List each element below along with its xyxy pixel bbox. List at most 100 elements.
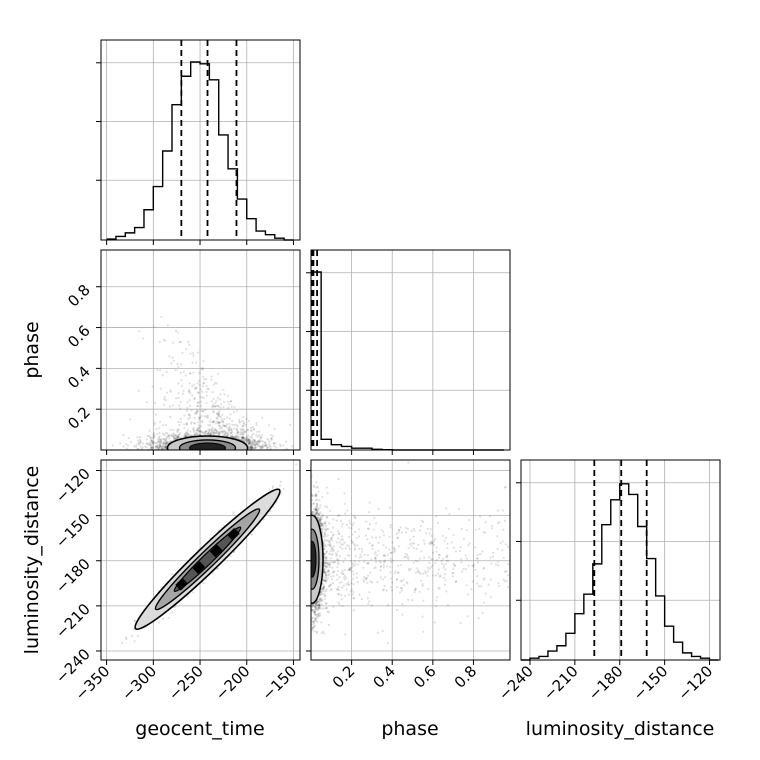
scatter-point <box>151 441 154 445</box>
scatter-point <box>217 405 220 408</box>
scatter-point <box>171 341 175 344</box>
scatter-point <box>160 445 164 448</box>
scatter-point <box>227 428 231 431</box>
scatter-point <box>153 433 156 436</box>
scatter-point <box>217 414 220 417</box>
scatter-point <box>184 431 188 434</box>
scatter-point <box>125 637 128 641</box>
scatter-point <box>273 427 276 431</box>
scatter-point <box>251 440 254 444</box>
scatter-point <box>232 435 235 439</box>
scatter-point <box>210 378 213 381</box>
scatter-point <box>247 443 250 446</box>
scatter-point <box>242 422 245 425</box>
scatter-point <box>270 437 273 440</box>
scatter-point <box>241 428 244 431</box>
scatter-point <box>249 446 252 450</box>
scatter-point <box>261 445 264 448</box>
scatter-point <box>163 398 166 401</box>
scatter-point <box>180 384 184 387</box>
scatter-point <box>164 443 167 446</box>
scatter-point <box>258 445 261 448</box>
density-contours <box>166 435 249 450</box>
scatter-point <box>161 443 165 446</box>
scatter-point <box>252 447 255 450</box>
scatter-point <box>269 433 273 437</box>
scatter-point <box>253 439 256 442</box>
histogram-step <box>106 61 294 241</box>
scatter-point <box>223 400 226 404</box>
scatter-point <box>253 441 256 444</box>
scatter-point <box>213 383 216 386</box>
scatter-point <box>174 397 178 400</box>
scatter-point <box>226 431 229 434</box>
scatter-point <box>201 410 205 413</box>
histogram-step <box>521 483 719 661</box>
scatter-point <box>193 416 196 420</box>
scatter-point <box>238 418 241 421</box>
scatter-point <box>222 406 225 409</box>
scatter-point <box>164 423 167 427</box>
scatter-point <box>225 424 228 427</box>
scatter-point <box>159 441 162 444</box>
scatter-point <box>193 397 196 401</box>
scatter-point <box>135 444 138 447</box>
scatter-point <box>137 389 140 392</box>
scatter-point <box>211 405 214 408</box>
scatter-point <box>122 433 125 437</box>
scatter-point <box>192 354 195 357</box>
scatter-point <box>230 405 233 408</box>
scatter-point <box>205 429 208 432</box>
scatter-point <box>241 436 244 439</box>
scatter-point <box>215 382 218 385</box>
scatter-point <box>229 413 232 416</box>
scatter-point <box>152 436 156 439</box>
scatter-point <box>243 431 246 434</box>
scatter-point <box>211 428 214 431</box>
scatter-point <box>131 634 134 637</box>
scatter-point <box>204 430 208 433</box>
scatter-point <box>158 431 161 435</box>
scatter-point <box>160 446 163 449</box>
scatter-point <box>257 442 261 446</box>
scatter-point <box>241 430 244 433</box>
scatter-point <box>305 447 307 449</box>
scatter-point <box>198 379 201 382</box>
scatter-point <box>188 413 191 416</box>
scatter-point <box>150 440 154 443</box>
scatter-point <box>212 420 215 424</box>
scatter-point <box>192 428 195 431</box>
scatter-point <box>161 374 164 377</box>
scatter-point <box>247 438 251 441</box>
scatter-point <box>246 437 249 441</box>
scatter-point <box>223 393 226 396</box>
scatter-point <box>251 438 255 441</box>
scatter-point <box>134 445 138 448</box>
scatter-point <box>222 429 225 433</box>
scatter-point <box>233 423 236 426</box>
scatter-point <box>242 436 245 439</box>
scatter-point <box>157 440 161 444</box>
scatter-point <box>164 339 167 342</box>
scatter-point <box>148 436 152 439</box>
scatter-point <box>205 415 208 419</box>
scatter-point <box>285 447 288 450</box>
scatter-point <box>241 436 244 439</box>
scatter-point <box>185 430 188 434</box>
scatter-point <box>223 429 227 432</box>
scatter-point <box>244 439 247 442</box>
scatter-point <box>247 438 250 442</box>
scatter-points <box>111 315 307 450</box>
scatter-point <box>218 432 221 435</box>
scatter-point <box>242 421 245 424</box>
scatter-point <box>171 573 174 576</box>
scatter-point <box>138 442 141 445</box>
hist-frame <box>310 249 511 451</box>
scatter-point <box>261 416 264 419</box>
scatter-point <box>192 430 196 433</box>
scatter-point <box>137 439 140 442</box>
scatter-point <box>154 401 157 404</box>
scatter-point <box>165 441 168 445</box>
scatter-point <box>204 377 208 381</box>
scatter-point <box>209 432 212 436</box>
